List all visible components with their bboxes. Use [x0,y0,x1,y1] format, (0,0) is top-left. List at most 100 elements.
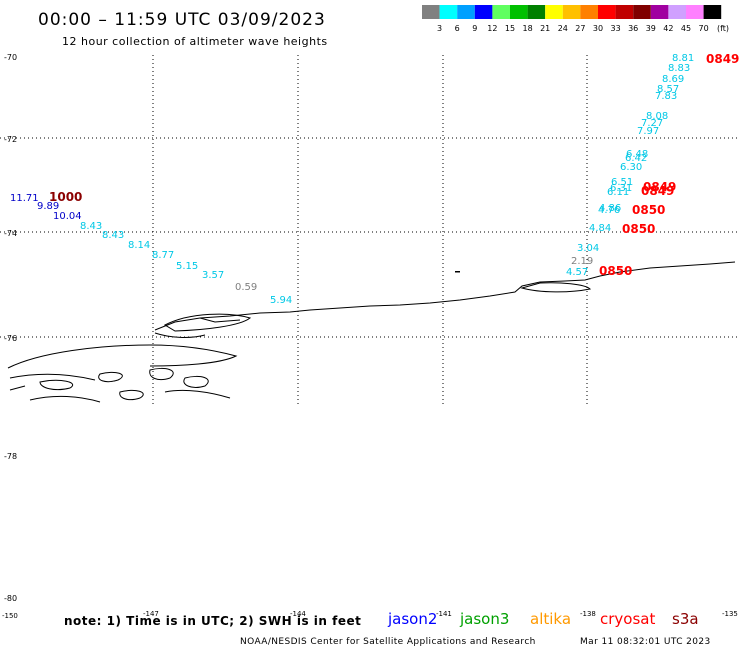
lon-label: -135 [722,610,738,618]
graticule [0,55,740,405]
wave-height-labels: 11.71 9.89 10.04 8.43 8.43 8.14 8.77 5.1… [10,53,694,306]
lat-label: -74 [4,229,17,238]
legend-swatch [703,5,722,19]
wave-height-label: 8.77 [152,250,174,261]
legend-label: 39 [646,24,656,33]
wave-height-label: 0.59 [235,282,257,293]
legend-label: 15 [505,24,515,33]
wave-height-label: 9.89 [37,201,59,212]
lat-label: -76 [4,334,17,343]
wave-height-label: 4.76 [598,205,620,216]
wave-height-label: 2.19 [571,256,593,267]
legend-label: 27 [575,24,585,33]
legend-label: 33 [611,24,621,33]
wave-height-label: 3.57 [202,270,224,281]
wave-height-label: 8.14 [128,240,150,251]
time-label: 0850 [599,264,632,278]
legend-swatch [510,5,528,19]
wave-height-label: 4.84 [589,223,611,234]
generation-timestamp: Mar 11 08:32:01 UTC 2023 [580,637,711,647]
legend-swatch [562,5,581,19]
satellite-name: jason2 [387,610,437,628]
map-title: 00:00 – 11:59 UTC 03/09/2023 [38,10,326,30]
time-label: 0849 [706,52,739,66]
wave-height-label: 6.30 [620,162,642,173]
wave-height-label: 7.83 [655,91,677,102]
legend-label: 30 [593,24,603,33]
wave-height-label: 8.57 [657,84,679,95]
legend-label: 9 [472,24,477,33]
legend-label: 12 [487,24,497,33]
legend-swatch [615,5,634,19]
legend-swatch [580,5,598,19]
legend-swatch [668,5,686,19]
wave-height-label: 6.31 [610,183,632,194]
wave-height-label: 8.08 [646,111,668,122]
credit-line: NOAA/NESDIS Center for Satellite Applica… [240,637,536,647]
satellite-legend: jason2 jason3 altika cryosat s3a [387,610,699,628]
lat-label: -72 [4,135,17,144]
map-subtitle: 12 hour collection of altimeter wave hei… [62,35,328,48]
lon-label: -141 [436,610,452,618]
legend-swatch [439,5,458,19]
time-label: 0850 [632,203,665,217]
satellite-name: cryosat [600,610,655,628]
lon-label: -138 [580,610,596,618]
legend-label: 18 [523,24,533,33]
legend-swatch [492,5,510,19]
legend-swatch [422,5,440,19]
legend-label: 42 [663,24,673,33]
wave-height-label: 10.04 [53,211,82,222]
satellite-name: altika [530,610,571,628]
legend-swatch [457,5,475,19]
wave-height-label: 4.86 [599,203,621,214]
satellite-name: s3a [672,610,699,628]
wave-height-label: 5.94 [270,295,292,306]
legend-label: 3 [437,24,442,33]
legend-label: 36 [628,24,638,33]
wave-height-label: 8.43 [102,230,124,241]
wave-height-label: 6.51 [611,177,633,188]
satellite-name: jason3 [459,610,509,628]
legend-label: 70 [699,24,709,33]
wave-height-label: 6.48 [626,149,648,160]
wave-height-label: 8.43 [80,221,102,232]
wave-height-label: 3.04 [577,243,599,254]
longitude-labels: -150 -147 -144 -141 -138 -135 [2,610,738,620]
lat-label: -70 [4,53,17,62]
wave-height-label: 6.42 [625,153,647,164]
wave-height-label: 6.11 [607,187,629,198]
wave-height-label: 8.83 [668,63,690,74]
lat-label: -78 [4,452,17,461]
lon-label: -144 [290,610,306,618]
coastline [7,261,736,403]
observation-time-labels: 1000 0849 0849 0849 0850 0850 0850 [49,52,739,278]
wave-height-label: 7.97 [637,126,659,137]
time-label: 0850 [622,222,655,236]
legend-label: 24 [558,24,568,33]
lon-label: -147 [143,610,159,618]
legend-swatch [598,5,616,19]
legend-swatch [633,5,651,19]
wave-height-label: 7.27 [641,118,663,129]
wave-height-label: 4.57 [566,267,588,278]
time-label: 1000 [49,190,82,204]
legend-label: 45 [681,24,691,33]
legend-swatch [474,5,493,19]
legend-swatch [527,5,546,19]
legend-swatch [686,5,704,19]
wave-height-label: 8.81 [672,53,694,64]
wave-height-legend: 3 6 9 12 15 18 21 24 27 30 33 36 39 42 45 70 [422,5,722,33]
wave-height-label: 5.15 [176,261,198,272]
wave-height-label: 11.71 [10,193,39,204]
legend-label: 21 [540,24,550,33]
lat-label: -80 [4,594,17,603]
legend-label: 6 [455,24,460,33]
legend-swatch [650,5,669,19]
time-label: 0849 [641,184,674,198]
latitude-labels: -70 -72 -74 -76 -78 -80 [4,53,17,603]
time-label: 0849 [643,180,676,194]
footer-note: note: 1) Time is in UTC; 2) SWH is in fe… [64,614,361,628]
